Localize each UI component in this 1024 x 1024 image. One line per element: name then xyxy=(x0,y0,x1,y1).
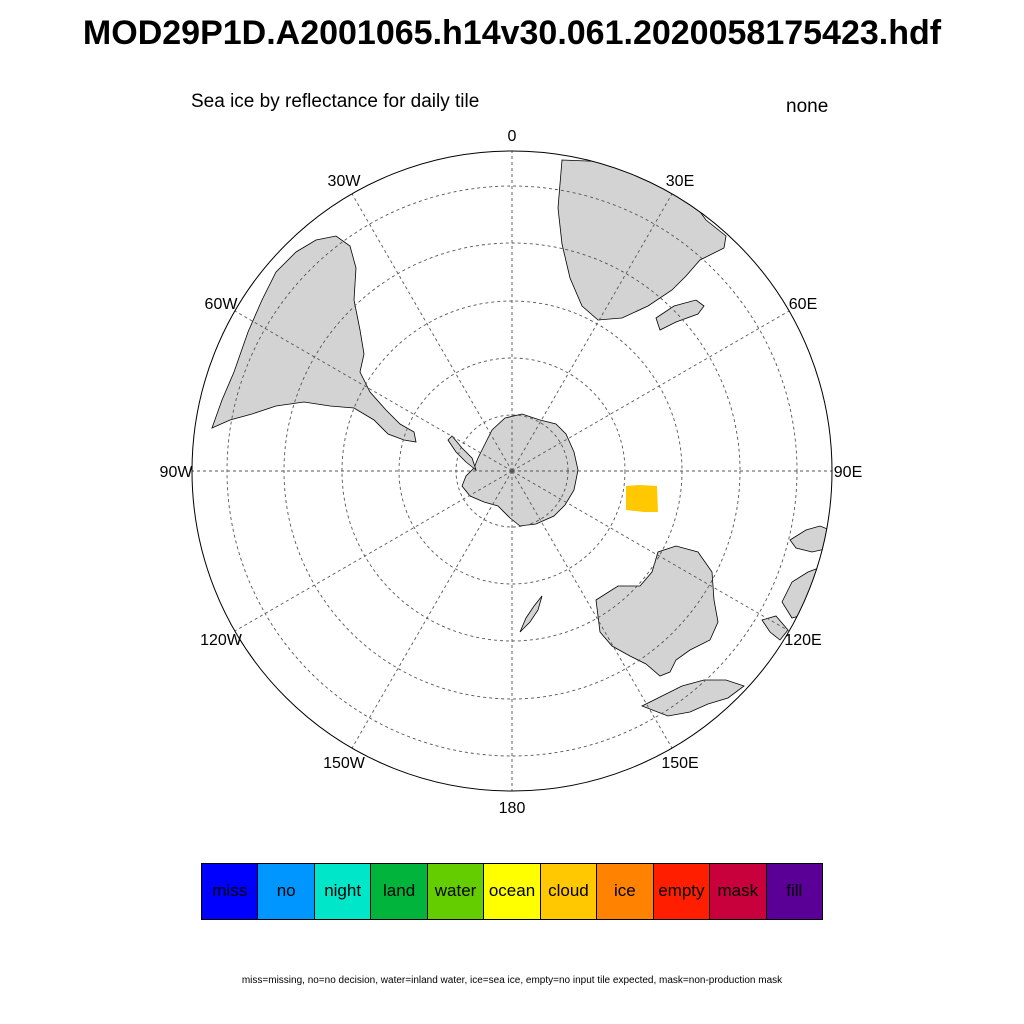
meridian-line xyxy=(234,310,513,472)
legend-swatch-water: water xyxy=(426,863,484,920)
longitude-label: 150W xyxy=(323,755,366,772)
meridian-line xyxy=(511,193,673,472)
meridian-line xyxy=(511,470,673,749)
land-south-america xyxy=(211,235,417,443)
legend-swatch-ocean: ocean xyxy=(483,863,540,920)
legend-swatch-mask: mask xyxy=(709,863,766,920)
legend-label: no xyxy=(276,881,296,900)
legend-bar: miss no night land water ocean cloud ice empty ma… xyxy=(201,863,823,920)
land-australia xyxy=(595,545,719,677)
map-subtitle: Sea ice by reflectance for daily tile xyxy=(191,91,480,112)
longitude-label: 120E xyxy=(784,632,821,649)
legend-label: cloud xyxy=(548,881,589,900)
longitude-label: 90W xyxy=(160,464,194,481)
longitude-label: 180 xyxy=(499,800,526,817)
land-small-islands xyxy=(761,615,789,641)
longitude-label: 60W xyxy=(205,296,239,313)
legend-swatch-cloud: cloud xyxy=(539,863,597,920)
legend-swatch-no: no xyxy=(257,863,314,920)
cloud-data-patch xyxy=(626,485,658,512)
longitude-label: 90E xyxy=(834,464,862,481)
land-new-zealand xyxy=(519,595,543,633)
legend-swatch-empty: empty xyxy=(652,863,710,920)
legend-swatch-night: night xyxy=(313,863,371,920)
file-title: MOD29P1D.A2001065.h14v30.061.20200581754… xyxy=(82,14,942,52)
meridian-line xyxy=(351,470,513,749)
latitude-circle xyxy=(398,357,626,585)
legend-label: water xyxy=(434,881,477,900)
land-antarctic-peninsula xyxy=(447,435,477,472)
legend-swatch-land: land xyxy=(370,863,427,920)
legend-swatch-miss: miss xyxy=(201,863,258,920)
legend-label: mask xyxy=(717,881,759,900)
longitude-label: 30E xyxy=(666,173,694,190)
longitude-label: 150E xyxy=(661,755,698,772)
legend-label: ocean xyxy=(488,881,536,900)
legend-label: ice xyxy=(614,881,636,900)
meridian-line xyxy=(511,310,790,472)
map-boundary xyxy=(191,150,833,792)
meridian-line xyxy=(511,470,790,632)
legend-label: miss xyxy=(212,881,248,900)
data-layer xyxy=(626,485,658,512)
land-new-guinea xyxy=(641,679,745,717)
units-label: none xyxy=(786,96,829,117)
longitude-label: 120W xyxy=(200,632,243,649)
legend-footnote: miss=missing, no=no decision, water=inla… xyxy=(241,975,783,986)
legend-label: fill xyxy=(786,881,803,900)
legend-swatch-fill: fill xyxy=(765,863,823,920)
longitude-label: 30W xyxy=(328,173,362,190)
legend-label: empty xyxy=(658,881,705,900)
legend-label: land xyxy=(383,881,416,900)
legend-swatch-ice: ice xyxy=(596,863,653,920)
meridian-line xyxy=(234,470,513,632)
meridian-line xyxy=(351,193,513,472)
graticule xyxy=(192,151,832,791)
longitude-label: 0 xyxy=(508,128,517,145)
legend-label: night xyxy=(324,881,362,900)
land-madagascar xyxy=(655,299,705,331)
longitude-labels: 0 30E 60E 90E 120E 150E 180 150W 120W 90W 60W 30W xyxy=(160,128,863,817)
longitude-label: 60E xyxy=(789,296,817,313)
